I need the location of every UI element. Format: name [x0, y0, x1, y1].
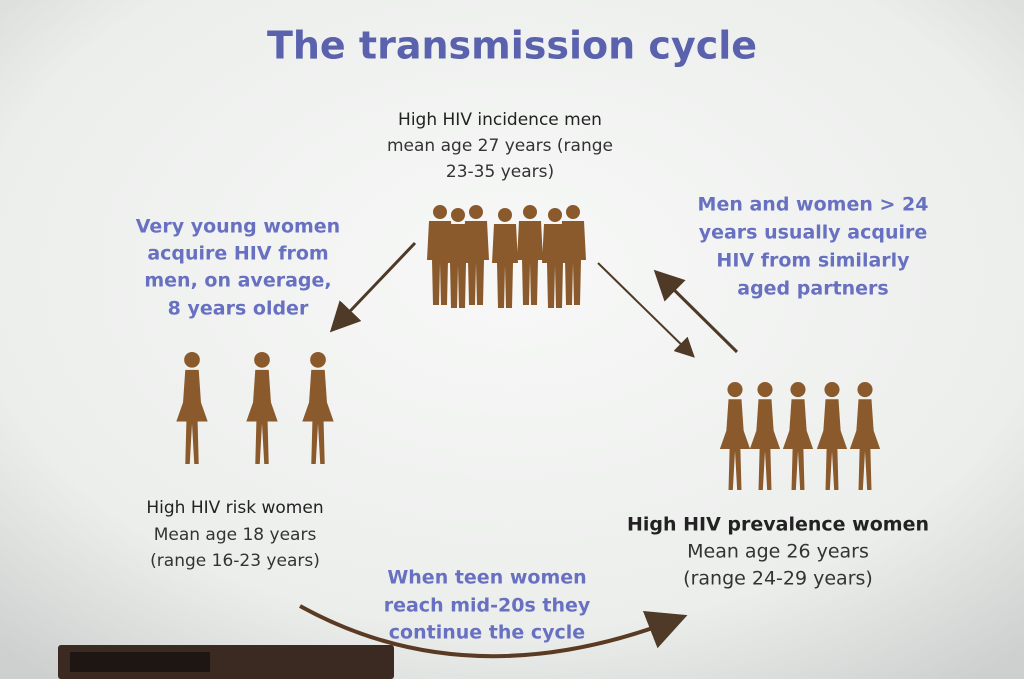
node-text: mean age 27 years (range: [387, 136, 613, 156]
node-text: (range 16-23 years): [150, 551, 320, 571]
edge-label: men, on average,: [144, 270, 331, 292]
arrow: [329, 241, 417, 333]
silhouette: [816, 382, 848, 490]
edge-label: continue the cycle: [389, 622, 585, 644]
silhouette: [463, 205, 489, 305]
node-text: (range 24-29 years): [683, 568, 873, 590]
edge-label: Very young women: [136, 216, 340, 238]
silhouette: [176, 352, 208, 464]
edge-label: HIV from similarly: [716, 250, 910, 272]
silhouette: [560, 205, 586, 305]
silhouette: [246, 351, 278, 464]
silhouette: [427, 205, 453, 305]
node-label: High HIV incidence men: [398, 110, 602, 130]
edge-label: 8 years older: [168, 298, 309, 320]
edge-label: acquire HIV from: [147, 243, 328, 265]
silhouette: [517, 205, 543, 305]
node-text: 23-35 years): [446, 162, 554, 182]
silhouette: [492, 208, 518, 308]
node-text: Mean age 18 years: [154, 525, 317, 545]
silhouette: [302, 351, 334, 464]
silhouette: [749, 382, 781, 490]
edge-label: aged partners: [737, 278, 889, 300]
projector-panel: [70, 652, 210, 672]
silhouette: [782, 382, 814, 490]
node-label: High HIV risk women: [146, 498, 323, 518]
edge-label: years usually acquire: [699, 222, 928, 244]
silhouette: [719, 382, 751, 490]
edge-label: Men and women > 24: [698, 194, 929, 216]
edge-label: reach mid-20s they: [384, 595, 591, 617]
silhouette: [849, 382, 881, 490]
silhouettes: [176, 205, 881, 490]
title: The transmission cycle: [267, 24, 757, 68]
arrow: [597, 262, 695, 358]
node-text: Mean age 26 years: [687, 541, 869, 563]
arrow: [299, 604, 688, 659]
node-label: High HIV prevalence women: [627, 514, 929, 536]
edge-label: When teen women: [387, 567, 586, 589]
arrow: [653, 269, 739, 354]
